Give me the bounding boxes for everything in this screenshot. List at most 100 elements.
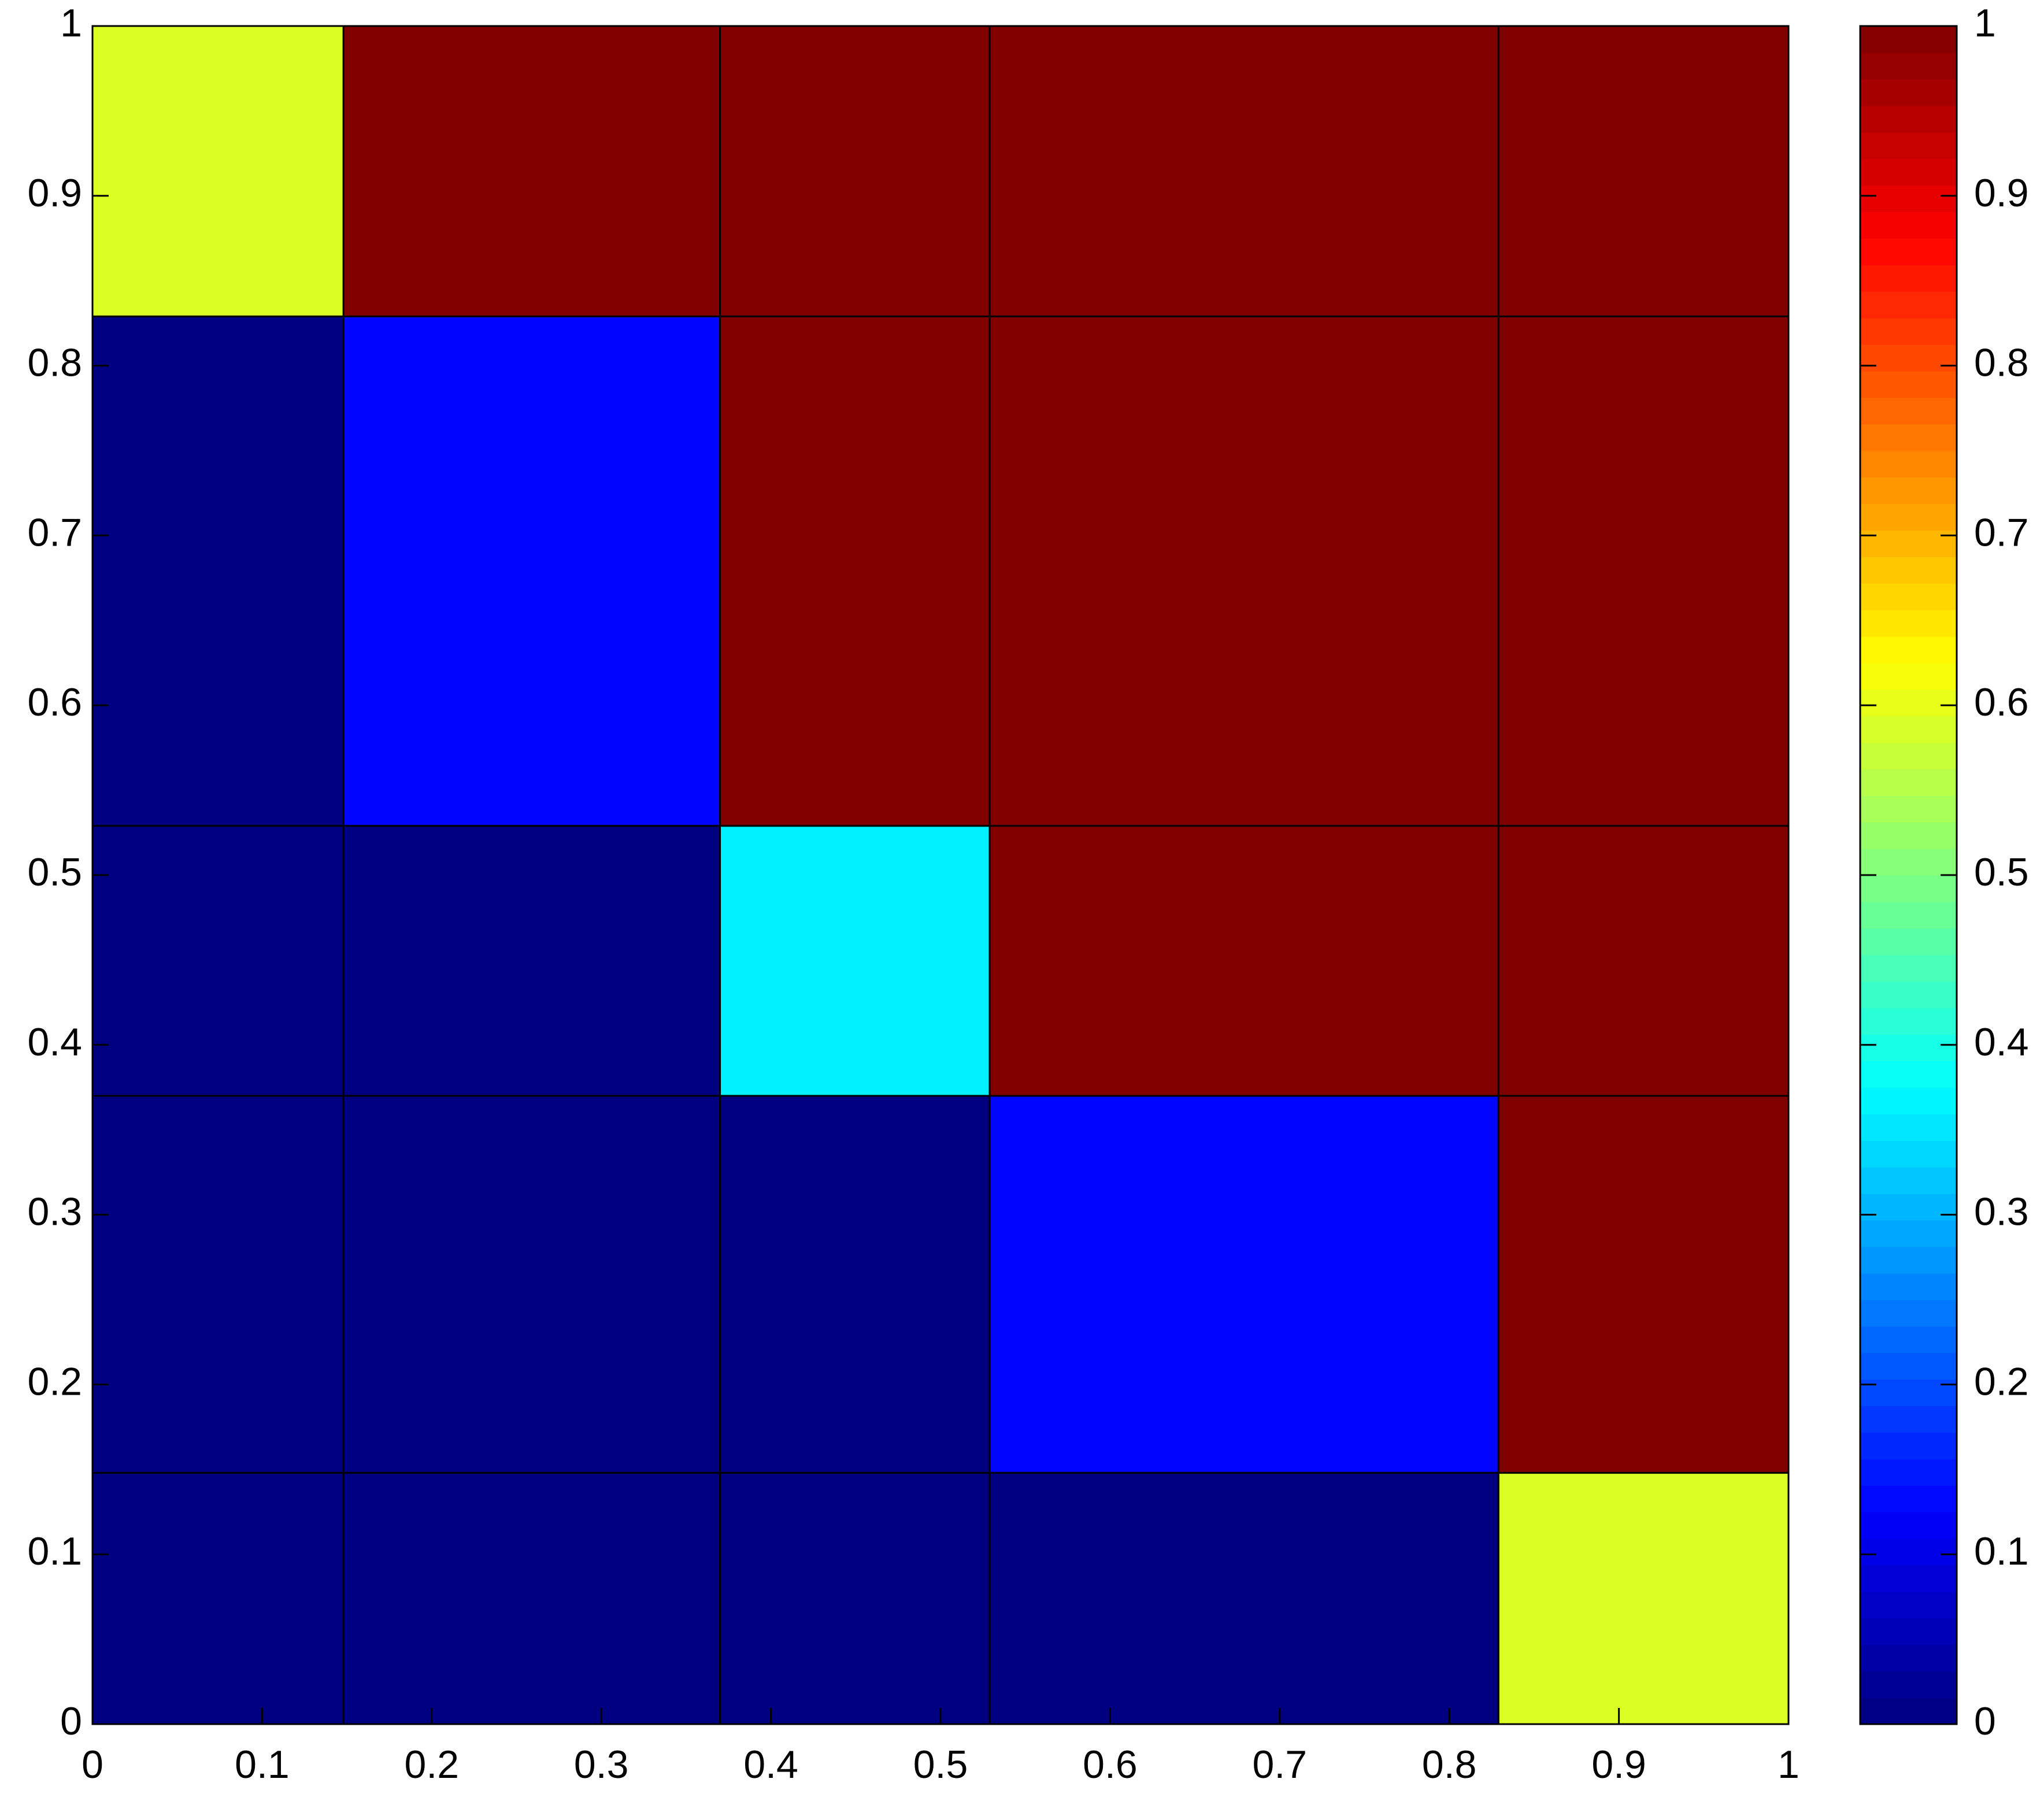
colorbar-swatch <box>1860 1273 1957 1300</box>
colorbar-swatch <box>1860 79 1957 106</box>
colorbar-swatch <box>1860 875 1957 902</box>
colorbar-swatch <box>1860 1034 1957 1062</box>
colorbar-tick-label: 0.1 <box>1974 1529 2029 1573</box>
heatmap-cell <box>91 25 345 317</box>
x-tick-label: 0.7 <box>1253 1743 1308 1787</box>
heatmap-cell <box>1497 1095 1790 1474</box>
heatmap-cell <box>719 825 991 1097</box>
colorbar-swatch <box>1860 503 1957 531</box>
colorbar-swatch <box>1860 1007 1957 1035</box>
y-tick-label: 1 <box>60 1 82 45</box>
colorbar-swatch <box>1860 1246 1957 1274</box>
colorbar-swatch <box>1860 1114 1957 1141</box>
colorbar-swatch <box>1860 1193 1957 1221</box>
colorbar-swatch <box>1860 795 1957 822</box>
colorbar-swatch <box>1860 265 1957 292</box>
colorbar-swatch <box>1860 557 1957 584</box>
colorbar-swatch <box>1860 450 1957 478</box>
colorbar-swatch <box>1860 1565 1957 1592</box>
colorbar-swatch <box>1860 1166 1957 1194</box>
colorbar-tick-label: 0 <box>1974 1699 1996 1743</box>
heatmap-cell <box>988 825 1499 1097</box>
colorbar-swatch <box>1860 1591 1957 1619</box>
y-tick-label: 0.4 <box>27 1020 82 1064</box>
y-tick-label: 0.7 <box>27 510 82 554</box>
colorbar-swatch <box>1860 1299 1957 1327</box>
colorbar-tick-label: 0.4 <box>1974 1020 2029 1064</box>
colorbar-swatch <box>1860 397 1957 425</box>
colorbar-swatch <box>1860 769 1957 796</box>
colorbar-swatch <box>1860 662 1957 690</box>
heatmap-cell <box>342 825 721 1097</box>
colorbar-tick-label: 1 <box>1974 1 1996 45</box>
heatmap-cell <box>988 1095 1499 1474</box>
colorbar-swatch <box>1860 105 1957 133</box>
colorbar-swatch <box>1860 530 1957 557</box>
colorbar-swatch <box>1860 1698 1957 1725</box>
colorbar-swatch <box>1860 1458 1957 1486</box>
colorbar-swatch <box>1860 716 1957 743</box>
colorbar-swatch <box>1860 1618 1957 1646</box>
colorbar-swatch <box>1860 26 1957 53</box>
heatmap-cell <box>988 315 1499 827</box>
x-tick-label: 0 <box>82 1743 103 1787</box>
x-tick-label: 0.1 <box>235 1743 290 1787</box>
y-tick-label: 0.3 <box>27 1190 82 1234</box>
colorbar-tick-label: 0.9 <box>1974 171 2029 215</box>
colorbar-swatch <box>1860 848 1957 876</box>
heatmap-cell <box>719 315 991 827</box>
colorbar-swatch <box>1860 344 1957 372</box>
colorbar-swatch <box>1860 1326 1957 1354</box>
colorbar-tick-label: 0.2 <box>1974 1359 2029 1403</box>
x-tick-label: 0.4 <box>743 1743 798 1787</box>
x-tick-label: 0.2 <box>405 1743 460 1787</box>
colorbar-tick-label: 0.3 <box>1974 1190 2029 1234</box>
colorbar-swatch <box>1860 689 1957 717</box>
colorbar-swatch <box>1860 52 1957 80</box>
y-tick-label: 0.2 <box>27 1359 82 1403</box>
y-tick-label: 0.9 <box>27 171 82 215</box>
heatmap-cell <box>1497 825 1790 1097</box>
colorbar-swatch <box>1860 1511 1957 1539</box>
colorbar-swatch <box>1860 636 1957 664</box>
y-tick-label: 0.5 <box>27 850 82 894</box>
heatmap-cell <box>1497 1472 1790 1725</box>
heatmap-cell <box>719 1095 991 1474</box>
colorbar-swatch <box>1860 928 1957 955</box>
x-tick-label: 0.5 <box>913 1743 968 1787</box>
heatmap-cell <box>342 315 721 827</box>
colorbar-swatch <box>1860 954 1957 982</box>
y-tick-label: 0.1 <box>27 1529 82 1573</box>
colorbar-tick-label: 0.5 <box>1974 850 2029 894</box>
colorbar-swatch <box>1860 1671 1957 1698</box>
colorbar-swatch <box>1860 1406 1957 1433</box>
heatmap-cell <box>91 1472 345 1725</box>
heatmap-cell <box>988 1472 1499 1725</box>
colorbar-swatch <box>1860 158 1957 186</box>
x-tick-label: 0.3 <box>574 1743 629 1787</box>
colorbar-swatch <box>1860 477 1957 505</box>
colorbar-swatch <box>1860 291 1957 318</box>
colorbar-swatch <box>1860 1432 1957 1459</box>
y-tick-label: 0 <box>60 1699 82 1743</box>
heatmap-cell <box>91 825 345 1097</box>
colorbar-swatch <box>1860 1379 1957 1406</box>
colorbar-swatch <box>1860 317 1957 345</box>
y-tick-label: 0.8 <box>27 341 82 385</box>
colorbar-swatch <box>1860 238 1957 265</box>
colorbar-swatch <box>1860 185 1957 213</box>
heatmap-cell <box>91 1095 345 1474</box>
heatmap-cell <box>988 25 1499 317</box>
colorbar-swatch <box>1860 370 1957 398</box>
colorbar-swatch <box>1860 1220 1957 1247</box>
colorbar-swatch <box>1860 1485 1957 1513</box>
y-tick-label: 0.6 <box>27 680 82 724</box>
colorbar-swatch <box>1860 1087 1957 1114</box>
x-tick-label: 0.6 <box>1083 1743 1138 1787</box>
heatmap-cell <box>342 25 721 317</box>
heatmap-cell <box>719 1472 991 1725</box>
heatmap-cell <box>1497 25 1790 317</box>
colorbar-swatch <box>1860 583 1957 610</box>
heatmap-cell <box>719 25 991 317</box>
